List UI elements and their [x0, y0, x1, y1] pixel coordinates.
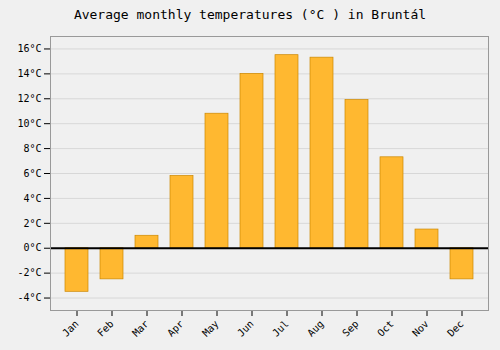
svg-text:6°C: 6°C — [23, 168, 41, 179]
svg-text:Aug: Aug — [305, 318, 326, 339]
svg-text:10°C: 10°C — [17, 118, 41, 129]
svg-text:2°C: 2°C — [23, 218, 41, 229]
svg-text:14°C: 14°C — [17, 68, 41, 79]
svg-text:0°C: 0°C — [23, 242, 41, 253]
svg-text:16°C: 16°C — [17, 43, 41, 54]
svg-text:Apr: Apr — [165, 318, 186, 339]
svg-text:-2°C: -2°C — [17, 267, 41, 278]
svg-text:Jun: Jun — [235, 318, 256, 339]
svg-text:Jul: Jul — [270, 318, 291, 339]
svg-text:Jan: Jan — [60, 318, 81, 339]
svg-text:May: May — [200, 318, 221, 339]
svg-text:-4°C: -4°C — [17, 292, 41, 303]
html-text:Average monthly temperatures (: Average monthly temperatures (°C ) in Br… — [73, 7, 427, 22]
svg-text:Nov: Nov — [410, 318, 431, 339]
svg-text:Feb: Feb — [95, 318, 116, 339]
svg-text:8°C: 8°C — [23, 143, 41, 154]
svg-text:4°C: 4°C — [23, 193, 41, 204]
svg-text:Dec: Dec — [445, 318, 466, 339]
svg-text:Oct: Oct — [375, 318, 396, 339]
svg-text:Sep: Sep — [340, 318, 361, 339]
svg-text:12°C: 12°C — [17, 93, 41, 104]
svg-text:Mar: Mar — [130, 318, 151, 339]
